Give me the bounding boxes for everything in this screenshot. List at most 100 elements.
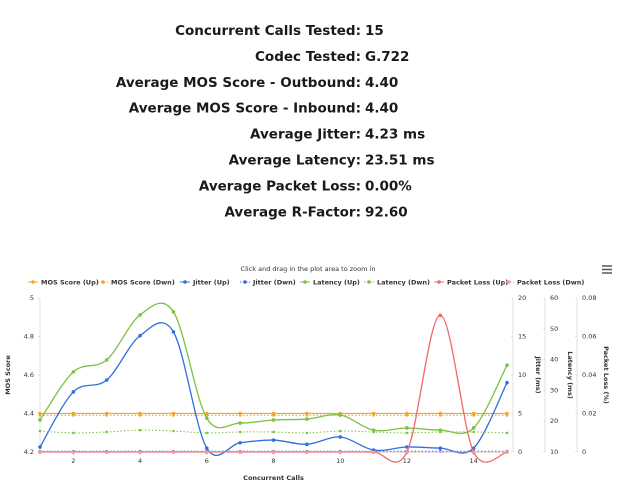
summary-label: Average Packet Loss: <box>199 178 361 194</box>
data-point <box>171 411 176 416</box>
legend-marker <box>367 280 371 284</box>
data-point <box>438 446 443 450</box>
y4-axis-title: Packet Loss (%) <box>602 346 610 404</box>
data-point <box>272 414 275 417</box>
y4-tick-label: 0.02 <box>582 410 596 418</box>
data-point <box>405 411 409 416</box>
data-point <box>205 431 209 435</box>
data-point <box>505 450 509 454</box>
data-point <box>505 431 509 435</box>
data-point <box>204 411 209 416</box>
data-point <box>238 411 242 416</box>
summary-label: Average Jitter: <box>250 127 361 143</box>
summary-value: 0.00% <box>365 178 412 194</box>
legend-label: Packet Loss (Dwn) <box>517 279 584 287</box>
y2-tick-label: 10 <box>518 371 526 379</box>
data-point <box>271 418 276 422</box>
y-tick-label: 4.4 <box>24 410 34 418</box>
legend-marker <box>183 280 187 284</box>
data-point <box>171 310 176 314</box>
summary-value: 23.51 ms <box>365 153 435 169</box>
y2-tick-label: 5 <box>518 410 522 418</box>
data-point <box>305 417 309 421</box>
summary-label: Average MOS Score - Outbound: <box>116 75 361 91</box>
x-tick-label: 12 <box>403 457 411 465</box>
data-point <box>505 414 509 417</box>
data-point <box>138 450 142 454</box>
summary-value: 4.23 ms <box>365 127 425 143</box>
y2-tick-label: 20 <box>518 294 526 302</box>
summary-value: 92.60 <box>365 204 408 220</box>
data-point <box>138 333 142 338</box>
data-point <box>105 450 109 454</box>
data-point <box>38 418 42 422</box>
x-axis-title: Concurrent Calls <box>243 474 304 482</box>
data-point <box>172 429 175 433</box>
data-point <box>472 414 475 417</box>
data-point <box>305 450 309 454</box>
data-point <box>505 363 509 367</box>
data-point <box>71 370 76 374</box>
y-tick-label: 4.8 <box>24 333 34 341</box>
data-point <box>205 450 209 454</box>
y4-tick-label: 0.08 <box>582 294 596 302</box>
data-point <box>405 426 409 430</box>
legend-marker <box>507 280 511 284</box>
summary-value: 4.40 <box>365 101 398 117</box>
legend-label: Jitter (Up) <box>192 279 230 287</box>
legend-marker <box>31 280 35 284</box>
x-tick-label: 2 <box>71 457 75 465</box>
y-axis-title: MOS Score <box>4 355 12 395</box>
data-point <box>38 445 42 449</box>
data-point <box>238 421 242 425</box>
data-point <box>138 313 142 317</box>
data-point <box>71 390 76 394</box>
y4-tick-label: 0.04 <box>582 371 596 379</box>
data-point <box>105 414 109 417</box>
data-point <box>372 414 375 417</box>
data-point <box>472 450 475 454</box>
summary-label: Codec Tested: <box>255 49 361 65</box>
data-point <box>338 413 343 417</box>
data-point <box>71 411 76 416</box>
y3-tick-label: 60 <box>550 294 558 302</box>
data-point <box>138 428 142 432</box>
data-point <box>238 450 242 454</box>
data-point <box>238 430 242 434</box>
data-point <box>238 414 242 417</box>
data-point <box>171 330 176 334</box>
summary-label: Average Latency: <box>229 153 361 169</box>
data-point <box>238 440 242 445</box>
data-point <box>38 414 42 417</box>
legend-label: MOS Score (Up) <box>41 279 99 287</box>
data-point <box>271 438 276 442</box>
chart-subtitle: Click and drag in the plot area to zoom … <box>241 265 376 273</box>
data-point <box>104 378 109 382</box>
data-point <box>372 450 375 454</box>
data-point <box>405 450 409 454</box>
y3-tick-label: 30 <box>550 386 558 394</box>
data-point <box>72 414 75 417</box>
summary-label: Average R-Factor: <box>224 204 361 220</box>
data-point <box>204 416 209 420</box>
legend-marker <box>101 280 105 284</box>
data-point <box>72 431 75 435</box>
data-point <box>104 411 109 416</box>
data-point <box>371 411 376 416</box>
legend-label: MOS Score (Dwn) <box>111 279 175 287</box>
data-point <box>438 450 442 454</box>
x-tick-label: 8 <box>271 457 275 465</box>
legend-marker <box>243 280 247 284</box>
data-point <box>172 450 175 454</box>
summary-value: G.722 <box>365 49 409 65</box>
chart: Click and drag in the plot area to zoom … <box>4 265 612 482</box>
data-point <box>138 414 142 417</box>
menu-icon[interactable] <box>602 265 612 274</box>
y3-tick-label: 40 <box>550 356 558 364</box>
data-point <box>372 430 375 434</box>
data-point <box>138 411 142 416</box>
x-tick-label: 10 <box>336 457 344 465</box>
y-tick-label: 4.6 <box>24 371 34 379</box>
